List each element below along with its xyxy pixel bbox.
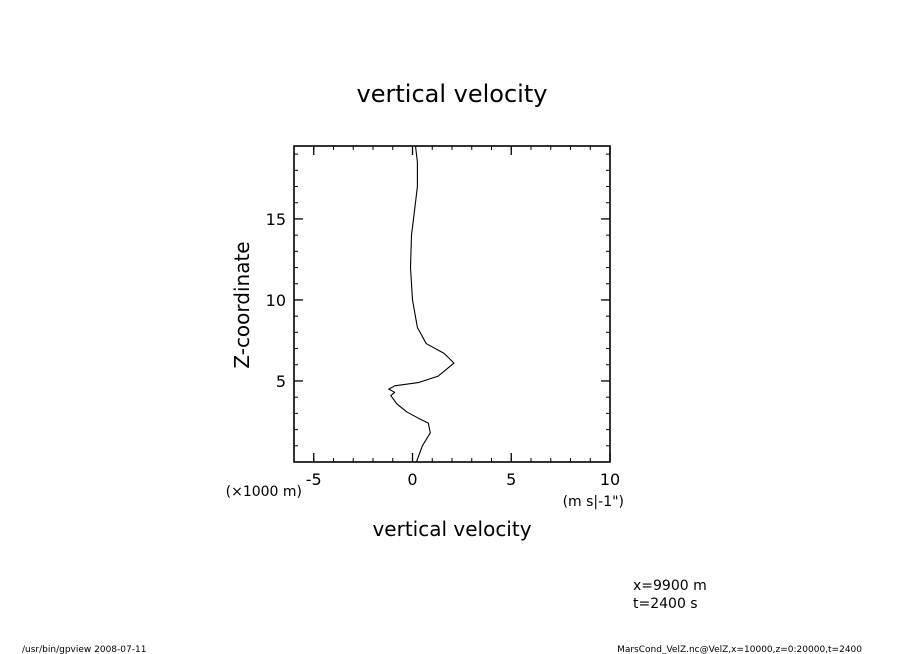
y-axis-label: Z-coordinate <box>230 241 254 368</box>
x-tick-label: -5 <box>306 470 322 489</box>
minor-ticks <box>293 146 611 463</box>
x-position-info: x=9900 m <box>633 578 707 594</box>
series <box>388 145 455 463</box>
x-tick-label: 10 <box>600 470 620 489</box>
x-tick-label: 0 <box>407 470 417 489</box>
plot-frame <box>293 145 611 463</box>
y-tick-label: 5 <box>276 372 286 391</box>
y-tick-label: 15 <box>266 210 286 229</box>
time-info: t=2400 s <box>633 596 698 612</box>
plot-border <box>293 145 611 463</box>
x-tick-label: 5 <box>506 470 516 489</box>
x-unit-label: (m s|-1") <box>563 494 624 510</box>
chart-title: vertical velocity <box>357 80 548 108</box>
footer-left: /usr/bin/gpview 2008-07-11 <box>22 645 146 654</box>
tick-labels: -5 0 5 10 5 10 15 <box>266 210 621 489</box>
x-axis-label: vertical velocity <box>372 517 531 541</box>
y-unit-label: (×1000 m) <box>226 484 302 500</box>
y-tick-label: 10 <box>266 291 286 310</box>
footer-right: MarsCond_VelZ.nc@VelZ,x=10000,z=0:20000,… <box>617 645 862 654</box>
major-ticks <box>294 146 611 462</box>
velocity-profile-line <box>388 145 455 463</box>
